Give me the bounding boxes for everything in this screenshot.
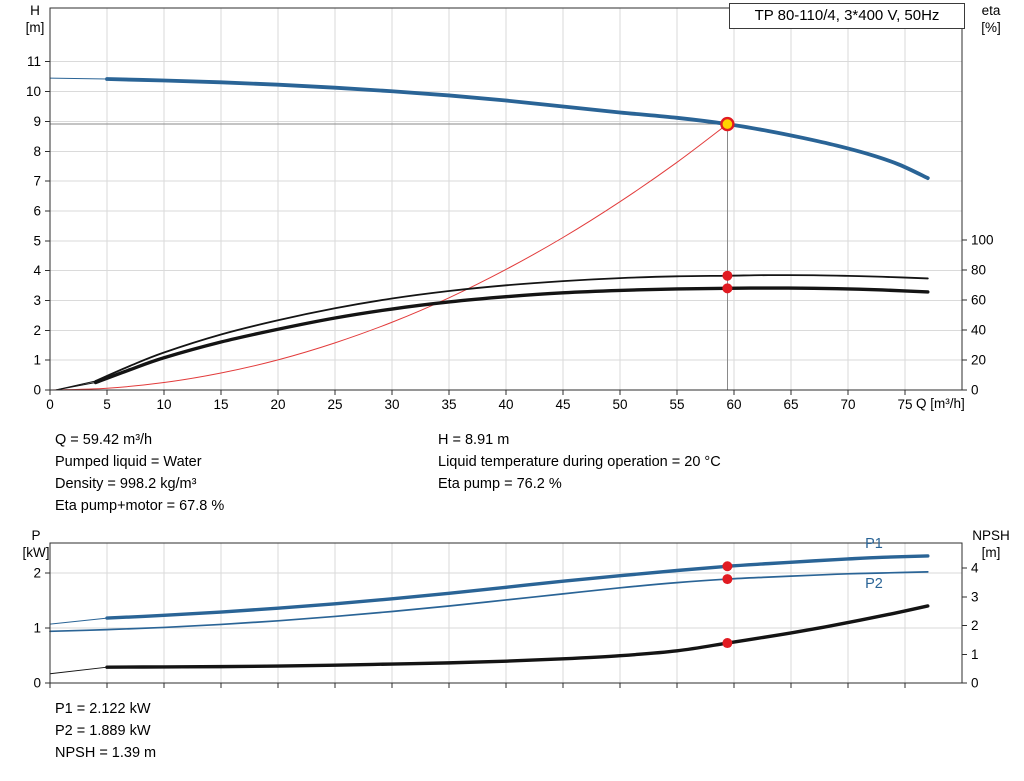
y-left-tick-label: 5 bbox=[33, 233, 41, 248]
y-right-tick-label: 1 bbox=[971, 647, 979, 662]
info-p1: P1 = 2.122 kW bbox=[55, 701, 151, 717]
head-curve-lead bbox=[49, 77, 108, 80]
duty-point-marker bbox=[720, 116, 735, 132]
y-right-tick-label: 3 bbox=[971, 589, 979, 604]
npsh-axis-label: NPSH [m] bbox=[964, 527, 1018, 561]
y-right-tick-label: 100 bbox=[971, 233, 994, 248]
p1-curve-duty-dot bbox=[722, 561, 733, 572]
y-right-tick-label: 80 bbox=[971, 263, 986, 278]
y-left-tick-label: 1 bbox=[33, 620, 41, 635]
y-right-tick-label: 2 bbox=[971, 618, 979, 633]
head-curve bbox=[105, 77, 930, 181]
system-curve bbox=[49, 123, 728, 391]
eta-pump-motor-curve-lead bbox=[55, 382, 96, 391]
x-tick-label: 60 bbox=[726, 397, 741, 412]
y-left-tick-label: 0 bbox=[33, 383, 41, 398]
info-p2: P2 = 1.889 kW bbox=[55, 723, 151, 739]
eta-pump-curve-duty-dot bbox=[722, 270, 733, 281]
x-tick-label: 15 bbox=[213, 397, 228, 412]
p-axis-symbol: P bbox=[31, 528, 41, 543]
y-right-tick-label: 20 bbox=[971, 353, 986, 368]
y-left-tick-label: 2 bbox=[33, 323, 41, 338]
p1-curve-lead bbox=[49, 617, 108, 625]
y-right-tick-label: 60 bbox=[971, 293, 986, 308]
x-tick-label: 70 bbox=[840, 397, 855, 412]
x-tick-label: 30 bbox=[384, 397, 399, 412]
info-eta-pump-motor: Eta pump+motor = 67.8 % bbox=[55, 498, 225, 514]
x-tick-label: 55 bbox=[669, 397, 684, 412]
y-left-tick-label: 0 bbox=[33, 676, 41, 691]
info-eta-pump: Eta pump = 76.2 % bbox=[438, 476, 562, 492]
y-left-tick-label: 8 bbox=[33, 144, 41, 159]
p-axis-label: P [kW] bbox=[18, 527, 54, 561]
y-left-tick-label: 3 bbox=[33, 293, 41, 308]
eta-axis-label: eta [%] bbox=[968, 2, 1014, 36]
eta-pump-motor-curve bbox=[93, 286, 930, 385]
x-tick-label: 0 bbox=[46, 397, 54, 412]
p1-curve bbox=[105, 554, 930, 620]
x-tick-label: 75 bbox=[897, 397, 912, 412]
x-tick-label: 25 bbox=[327, 397, 342, 412]
y-left-tick-label: 1 bbox=[33, 353, 41, 368]
npsh-axis-unit: [m] bbox=[981, 545, 1001, 560]
x-tick-label: 50 bbox=[612, 397, 627, 412]
npsh-axis-symbol: NPSH bbox=[972, 528, 1010, 543]
q-axis-label: Q [m³/h] bbox=[916, 396, 965, 411]
p-axis-unit: [kW] bbox=[22, 545, 50, 560]
h-axis-label: H [m] bbox=[20, 2, 50, 36]
y-right-tick-label: 4 bbox=[971, 561, 979, 576]
eta-pump-curve bbox=[94, 274, 929, 382]
info-density: Density = 998.2 kg/m³ bbox=[55, 476, 197, 492]
eta-axis-symbol: eta bbox=[981, 3, 1001, 18]
eta-axis-unit: [%] bbox=[981, 20, 1001, 35]
x-tick-label: 35 bbox=[441, 397, 456, 412]
x-tick-label: 65 bbox=[783, 397, 798, 412]
eta-pump-motor-curve-duty-dot bbox=[722, 283, 733, 294]
y-left-tick-label: 7 bbox=[33, 174, 41, 189]
x-tick-label: 40 bbox=[498, 397, 513, 412]
p2-curve-duty-dot bbox=[722, 574, 733, 585]
p1-curve-label: P1 bbox=[865, 536, 883, 552]
y-right-tick-label: 0 bbox=[971, 383, 979, 398]
x-tick-label: 20 bbox=[270, 397, 285, 412]
duty-info-right-column: H = 8.91 m Liquid temperature during ope… bbox=[438, 429, 721, 495]
p2-curve-label: P2 bbox=[865, 576, 883, 592]
duty-info-left-column: Q = 59.42 m³/h Pumped liquid = Water Den… bbox=[55, 429, 224, 517]
info-flow: Q = 59.42 m³/h bbox=[55, 432, 153, 448]
power-npsh-chart: 0 1 2 0 1 2 3 4 P1 P2 bbox=[33, 536, 979, 691]
info-npsh: NPSH = 1.39 m bbox=[55, 745, 157, 761]
y-left-tick-label: 10 bbox=[26, 84, 41, 99]
y-left-tick-label: 2 bbox=[33, 565, 41, 580]
x-tick-label: 45 bbox=[555, 397, 570, 412]
npsh-curve-lead bbox=[49, 666, 108, 675]
y-left-tick-label: 9 bbox=[33, 114, 41, 129]
info-liquid-temperature: Liquid temperature during operation = 20… bbox=[438, 454, 721, 470]
x-tick-label: 5 bbox=[103, 397, 111, 412]
y-left-tick-label: 11 bbox=[27, 54, 41, 69]
npsh-curve-duty-dot bbox=[722, 638, 733, 649]
pump-model-title: TP 80-110/4, 3*400 V, 50Hz bbox=[729, 3, 965, 29]
y-right-tick-label: 0 bbox=[971, 676, 979, 691]
y-right-tick-label: 40 bbox=[971, 323, 986, 338]
y-left-tick-label: 4 bbox=[33, 263, 41, 278]
npsh-curve bbox=[105, 604, 930, 669]
info-head: H = 8.91 m bbox=[438, 432, 510, 448]
info-pumped-liquid: Pumped liquid = Water bbox=[55, 454, 202, 470]
p2-curve bbox=[49, 571, 929, 633]
h-axis-unit: [m] bbox=[25, 20, 45, 35]
y-left-tick-label: 6 bbox=[33, 203, 41, 218]
power-info-column: P1 = 2.122 kW P2 = 1.889 kW NPSH = 1.39 … bbox=[55, 698, 156, 764]
h-axis-symbol: H bbox=[30, 3, 40, 18]
x-tick-label: 10 bbox=[156, 397, 171, 412]
